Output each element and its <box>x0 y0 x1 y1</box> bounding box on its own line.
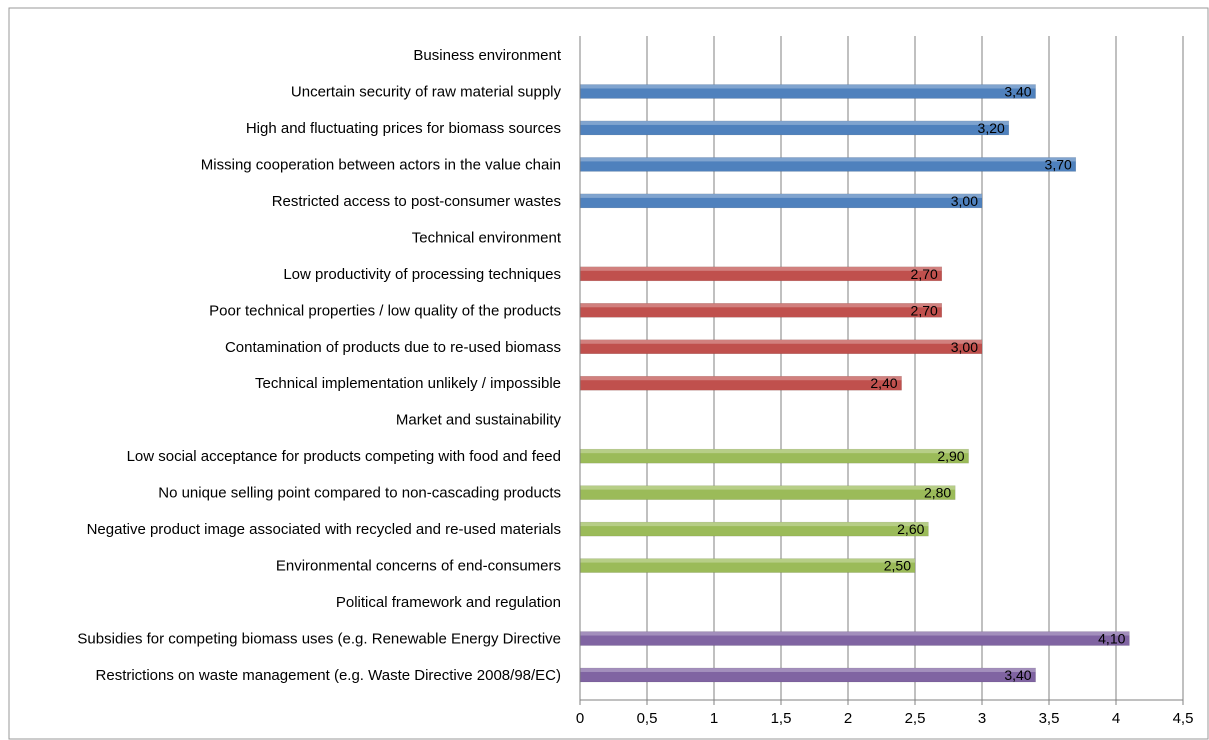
category-label: Subsidies for competing biomass uses (e.… <box>77 631 561 648</box>
bar-highlight <box>580 558 915 563</box>
x-tick-label: 4,5 <box>1173 710 1194 727</box>
bar-highlight <box>580 84 1036 89</box>
category-label: High and fluctuating prices for biomass … <box>246 120 561 137</box>
bar-highlight <box>580 376 902 381</box>
bar-highlight <box>580 266 942 271</box>
x-tick-label: 4 <box>1112 710 1120 727</box>
bar-highlight <box>580 631 1130 636</box>
data-label: 3,40 <box>1004 83 1031 99</box>
data-label: 2,50 <box>884 558 911 574</box>
data-label: 3,70 <box>1045 156 1072 172</box>
category-labels: Business environment Uncertain security o… <box>77 47 561 684</box>
group-heading: Business environment <box>413 47 561 64</box>
category-label: Negative product image associated with r… <box>87 521 561 538</box>
bar-highlight <box>580 303 942 308</box>
data-labels: 3,40 3,20 3,70 3,00 2,70 2,70 3,00 2,40 2,90 2,80… <box>870 83 1125 683</box>
data-label: 2,90 <box>937 448 964 464</box>
category-label: Low productivity of processing technique… <box>283 266 561 283</box>
x-tick-label: 1 <box>710 710 718 727</box>
bar-highlight <box>580 667 1036 672</box>
category-label: Contamination of products due to re-used… <box>225 339 561 356</box>
data-label: 3,00 <box>951 193 978 209</box>
x-tick-label: 0,5 <box>637 710 658 727</box>
data-label: 3,20 <box>978 120 1005 136</box>
data-label: 4,10 <box>1098 631 1125 647</box>
category-label: Uncertain security of raw material suppl… <box>291 83 562 100</box>
data-label: 2,60 <box>897 521 924 537</box>
bar-highlight <box>580 157 1076 162</box>
bar-highlight <box>580 120 1009 125</box>
x-tick-label: 3 <box>978 710 986 727</box>
bar-highlight <box>580 449 969 454</box>
bar-highlight <box>580 485 956 490</box>
chart-frame <box>8 7 1209 740</box>
bar-group <box>579 84 1130 683</box>
x-axis-tick-labels: 0 0,5 1 1,5 2 2,5 3 3,5 4 4,5 <box>576 700 1194 727</box>
category-label: Poor technical properties / low quality … <box>209 302 561 319</box>
category-label: Restrictions on waste management (e.g. W… <box>96 667 561 684</box>
x-tick-label: 2,5 <box>905 710 926 727</box>
data-label: 2,40 <box>870 375 897 391</box>
category-label: Missing cooperation between actors in th… <box>201 156 561 173</box>
x-tick-label: 3,5 <box>1039 710 1060 727</box>
group-heading: Technical environment <box>412 229 562 246</box>
x-tick-label: 2 <box>844 710 852 727</box>
data-label: 2,70 <box>911 302 938 318</box>
category-label: Technical implementation unlikely / impo… <box>255 375 561 392</box>
category-label: No unique selling point compared to non-… <box>158 485 561 502</box>
category-label: Environmental concerns of end-consumers <box>276 558 561 575</box>
group-heading: Political framework and regulation <box>336 594 561 611</box>
category-label: Restricted access to post-consumer waste… <box>272 193 561 210</box>
x-tick-label: 1,5 <box>771 710 792 727</box>
x-tick-label: 0 <box>576 710 584 727</box>
bar-highlight <box>580 193 982 198</box>
bar-highlight <box>580 339 982 344</box>
gridlines <box>646 36 1184 700</box>
data-label: 2,80 <box>924 485 951 501</box>
bar-highlight <box>580 522 929 527</box>
data-label: 3,00 <box>951 339 978 355</box>
category-label: Low social acceptance for products compe… <box>127 448 561 465</box>
data-label: 2,70 <box>911 266 938 282</box>
data-label: 3,40 <box>1004 667 1031 683</box>
group-heading: Market and sustainability <box>396 412 562 429</box>
